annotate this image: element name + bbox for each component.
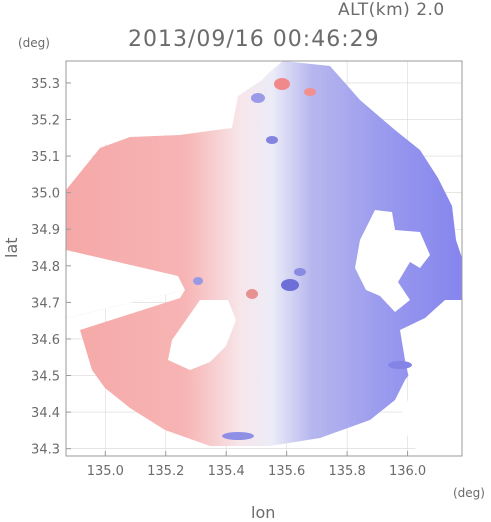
no-echo-gap-southeast xyxy=(398,300,462,456)
velocity-echo-area xyxy=(66,61,462,446)
timestamp-title: 2013/09/16 00:46:29 xyxy=(128,27,380,52)
y-tick-label: 34.6 xyxy=(31,333,60,348)
y-tick-label: 35.1 xyxy=(31,150,60,165)
x-axis-unit: (deg) xyxy=(453,486,485,500)
x-tick-label: 135.0 xyxy=(87,464,124,479)
y-tick-label: 35.2 xyxy=(31,114,60,129)
plot-frame xyxy=(65,60,463,457)
no-echo-gap-southwest xyxy=(168,300,236,370)
y-tick-label: 34.8 xyxy=(31,260,60,275)
no-echo-gap-east xyxy=(355,210,430,312)
y-axis-ticks: 34.3 34.4 34.5 34.6 34.7 34.8 34.9 35.0 35.1 35.2… xyxy=(31,77,71,458)
x-axis-label: lon xyxy=(251,503,276,522)
y-tick-label: 34.3 xyxy=(31,443,60,458)
y-tick-label: 35.3 xyxy=(31,77,60,92)
x-tick-label: 136.0 xyxy=(389,464,426,479)
y-tick-label: 34.7 xyxy=(31,296,60,311)
y-axis-unit: (deg) xyxy=(18,36,50,50)
y-tick-label: 34.5 xyxy=(31,370,60,385)
x-tick-label: 135.4 xyxy=(208,464,245,479)
strong-echo-cells xyxy=(193,78,412,440)
x-tick-label: 135.2 xyxy=(147,464,184,479)
y-tick-label: 34.4 xyxy=(31,406,60,421)
no-echo-gap-north xyxy=(66,61,280,188)
no-echo-gap-west xyxy=(66,250,185,318)
x-tick-label: 135.6 xyxy=(268,464,305,479)
y-tick-label: 35.0 xyxy=(31,187,60,202)
x-tick-label: 135.8 xyxy=(329,464,366,479)
x-axis-ticks: 135.0 135.2 135.4 135.6 135.8 136.0 xyxy=(87,451,426,479)
y-tick-label: 34.9 xyxy=(31,223,60,238)
altitude-label: ALT(km) 2.0 xyxy=(338,0,445,20)
